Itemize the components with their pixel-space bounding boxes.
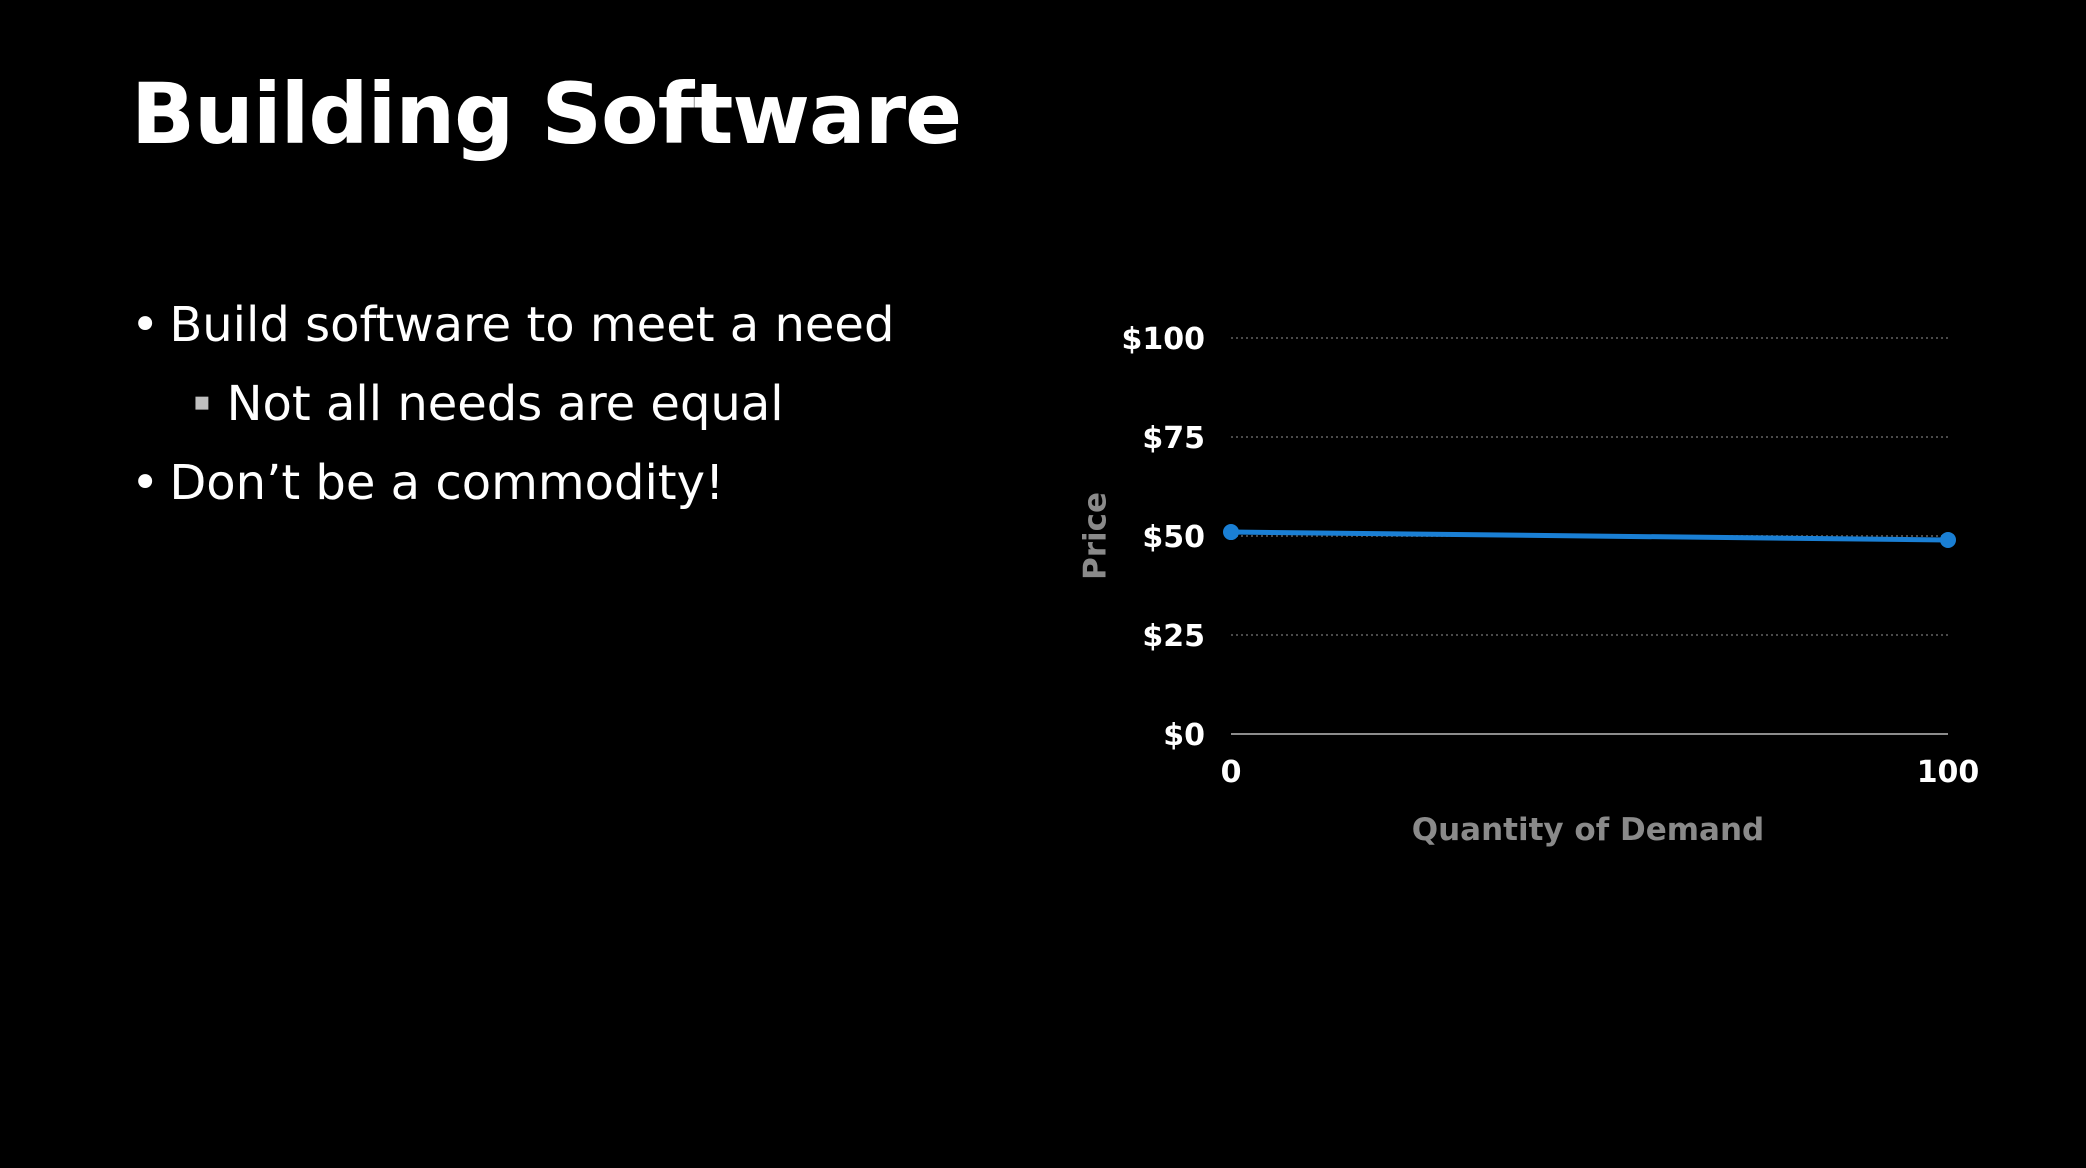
data-point (1223, 524, 1239, 541)
bullet-marker: • (131, 297, 160, 353)
x-axis-title: Quantity of Demand (1412, 812, 1765, 848)
grid-lines (1231, 337, 1948, 735)
bullet-text: Don’t be a commodity! (169, 455, 725, 511)
x-tick-label: 100 (1917, 755, 1980, 790)
sub-bullet-item: ▪ Not all needs are equal (193, 376, 784, 434)
data-point (1940, 531, 1956, 548)
y-tick-label: $75 (1142, 421, 1205, 456)
series-line (1228, 529, 1951, 543)
bullet-item: • Don’t be a commodity! (131, 455, 724, 513)
y-tick-label: $25 (1142, 619, 1205, 654)
bullet-item: • Build software to meet a need (131, 297, 894, 355)
y-tick-label: $0 (1163, 718, 1205, 753)
sub-bullet-text: Not all needs are equal (226, 376, 784, 432)
sub-bullet-marker: ▪ (193, 387, 211, 417)
bullet-text: Build software to meet a need (169, 297, 895, 353)
y-tick-label: $50 (1142, 520, 1205, 555)
x-tick-label: 0 (1221, 755, 1242, 790)
x-tick-labels: 0 100 (1221, 755, 1980, 790)
slide-title: Building Software (131, 65, 962, 163)
y-tick-labels: $0 $25 $50 $75 $100 (1122, 322, 1206, 753)
y-axis-title: Price (1078, 492, 1114, 580)
series (1223, 524, 1956, 548)
y-tick-label: $100 (1122, 322, 1206, 357)
bullet-marker: • (131, 455, 160, 511)
